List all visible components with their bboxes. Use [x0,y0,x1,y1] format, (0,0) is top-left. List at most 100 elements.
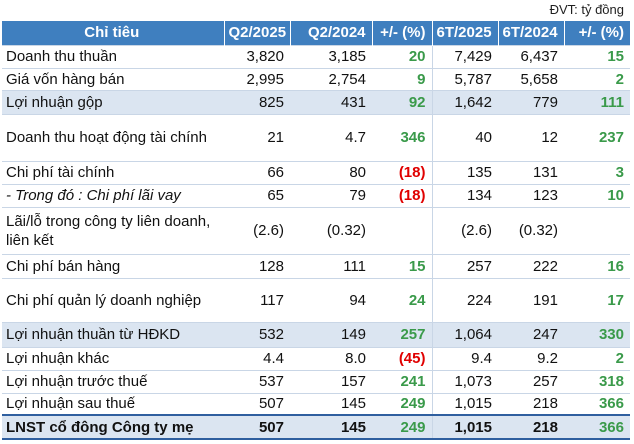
table-row: Lợi nhuận khác 4.4 8.0 (45) 9.4 9.2 2 [2,346,630,370]
table-row: Chi phí tài chính 66 80 (18) 135 131 3 [2,160,630,184]
table-row: Doanh thu thuần 3,820 3,185 20 7,429 6,437 15 [2,44,630,68]
cell-q2-2025: 537 [224,369,290,393]
cell-q2-2025: 66 [224,160,290,184]
table-row: Doanh thu hoạt động tài chính 21 4.7 346 40 1… [2,113,630,161]
table-row: Lợi nhuận thuần từ HĐKD 532 149 257 1,064 247… [2,321,630,347]
row-label: Lợi nhuận thuần từ HĐKD [2,321,224,347]
cell-6t-2025: 1,642 [431,89,498,114]
cell-6t-2024: 131 [498,160,564,184]
cell-change-half: 15 [564,44,630,68]
cell-change-quarter: 249 [372,392,432,415]
cell-q2-2024: 145 [290,414,372,440]
cell-q2-2024: 431 [290,89,372,114]
table-row: Lợi nhuận sau thuế 507 145 249 1,015 218 366 [2,392,630,415]
cell-change-half: 17 [564,277,630,322]
cell-change-quarter: 257 [372,321,432,347]
cell-q2-2025: 2,995 [224,67,290,90]
cell-change-quarter: 346 [372,113,432,161]
cell-change-quarter: (18) [372,183,432,207]
cell-change-half: 330 [564,321,630,347]
cell-change-half: 2 [564,346,630,370]
cell-change-quarter [372,206,432,254]
cell-change-half: 16 [564,253,630,278]
row-label: LNST cổ đông Công ty mẹ [2,414,224,440]
cell-change-half: 2 [564,67,630,90]
cell-6t-2025: 1,015 [431,392,498,415]
cell-q2-2025: 65 [224,183,290,207]
row-label: Chi phí quản lý doanh nghiệp [2,277,224,322]
row-label: Lợi nhuận sau thuế [2,392,224,415]
table-row: Lãi/lỗ trong công ty liên doanh, liên kế… [2,206,630,254]
cell-6t-2024: 12 [498,113,564,161]
row-label: Chi phí tài chính [2,160,224,184]
cell-q2-2025: 117 [224,277,290,322]
cell-q2-2025: 507 [224,414,290,440]
cell-6t-2025: 1,073 [431,369,498,393]
cell-q2-2025: 3,820 [224,44,290,68]
cell-change-quarter: (18) [372,160,432,184]
cell-6t-2025: 40 [431,113,498,161]
cell-6t-2024: 222 [498,253,564,278]
cell-q2-2024: 149 [290,321,372,347]
cell-6t-2025: 1,064 [431,321,498,347]
cell-6t-2025: 134 [431,183,498,207]
table-row: LNST cổ đông Công ty mẹ 507 145 249 1,015 218… [2,414,630,440]
cell-change-half: 366 [564,414,630,440]
cell-change-quarter: 20 [372,44,432,68]
cell-6t-2024: 191 [498,277,564,322]
cell-6t-2024: 6,437 [498,44,564,68]
cell-6t-2024: 9.2 [498,346,564,370]
cell-q2-2024: 157 [290,369,372,393]
cell-6t-2025: 257 [431,253,498,278]
cell-q2-2024: 111 [290,253,372,278]
row-label: Lãi/lỗ trong công ty liên doanh, liên kế… [2,206,224,254]
row-label: Lợi nhuận khác [2,346,224,370]
header-indicator: Chỉ tiêu [84,24,140,42]
header-6t-2024: 6T/2024 [497,21,564,45]
table-row: Chi phí quản lý doanh nghiệp 117 94 24 224 19… [2,277,630,322]
cell-6t-2025: (2.6) [431,206,498,254]
cell-q2-2025: 532 [224,321,290,347]
header-q2-2024: Q2/2024 [289,21,372,45]
cell-6t-2025: 1,015 [431,414,498,440]
cell-q2-2024: (0.32) [290,206,372,254]
cell-6t-2024: 218 [498,414,564,440]
cell-q2-2024: 2,754 [290,67,372,90]
cell-q2-2025: 507 [224,392,290,415]
row-label: - Trong đó : Chi phí lãi vay [2,183,224,207]
cell-q2-2024: 3,185 [290,44,372,68]
income-statement-table: Chỉ tiêu Q2/2025 Q2/2024 +/- (%) 6T/2025… [2,21,630,440]
cell-change-quarter: 15 [372,253,432,278]
header-q2-2025: Q2/2025 [223,21,290,45]
table-row: Lợi nhuận gộp 825 431 92 1,642 779 111 [2,89,630,114]
cell-6t-2025: 224 [431,277,498,322]
cell-q2-2024: 94 [290,277,372,322]
row-label: Doanh thu thuần [2,44,224,68]
cell-6t-2024: (0.32) [498,206,564,254]
cell-change-half: 3 [564,160,630,184]
table-row: Chi phí bán hàng 128 111 15 257 222 16 [2,253,630,278]
cell-6t-2025: 135 [431,160,498,184]
cell-q2-2025: 825 [224,89,290,114]
cell-6t-2024: 5,658 [498,67,564,90]
cell-6t-2024: 218 [498,392,564,415]
row-label: Lợi nhuận trước thuế [2,369,224,393]
unit-note: ĐVT: tỷ đồng [549,2,624,17]
cell-6t-2025: 7,429 [431,44,498,68]
cell-change-quarter: 249 [372,414,432,440]
row-label: Giá vốn hàng bán [2,67,224,90]
cell-change-half: 10 [564,183,630,207]
row-label: Lợi nhuận gộp [2,89,224,114]
row-label: Doanh thu hoạt động tài chính [2,113,224,161]
table-body: Doanh thu thuần 3,820 3,185 20 7,429 6,437 15 G… [2,44,630,440]
cell-change-half: 237 [564,113,630,161]
cell-q2-2024: 145 [290,392,372,415]
cell-change-quarter: 24 [372,277,432,322]
cell-change-half: 318 [564,369,630,393]
header-change-quarter: +/- (%) [371,21,432,45]
header-change-half: +/- (%) [563,21,630,45]
cell-q2-2025: 128 [224,253,290,278]
cell-q2-2024: 8.0 [290,346,372,370]
cell-6t-2025: 5,787 [431,67,498,90]
